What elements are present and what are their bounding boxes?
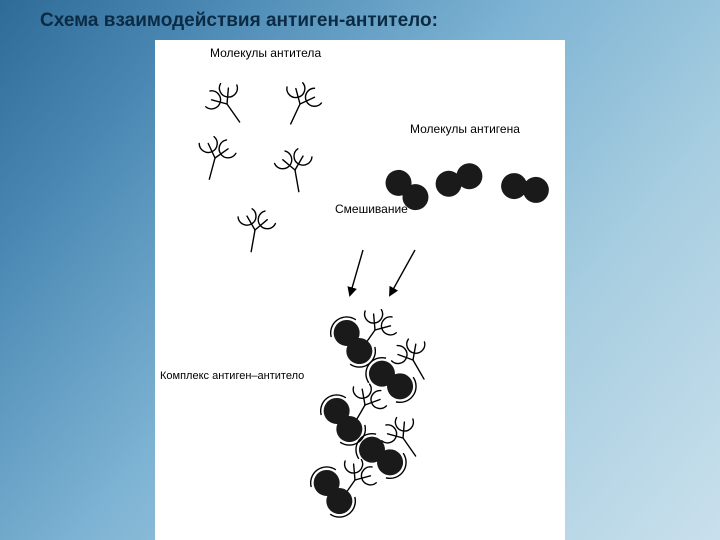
mixing-arrow (390, 250, 415, 295)
antibody-icon (191, 133, 239, 184)
diagram-figure (155, 40, 565, 540)
antibody-icon (274, 77, 326, 131)
antibody-icon (273, 147, 318, 195)
label-antibody-molecules: Молекулы антитела (210, 46, 321, 60)
label-mixing: Смешивание (335, 202, 408, 216)
page-title: Схема взаимодействия антиген-антитело: (40, 10, 438, 32)
label-antigen-molecules: Молекулы антигена (410, 122, 520, 136)
antigen-icon (432, 160, 486, 201)
antibody-icon (200, 76, 255, 133)
label-complex: Комплекс антиген–антитело (160, 370, 304, 382)
slide: Схема взаимодействия антиген-антитело: М… (0, 0, 720, 540)
antibody-icon (232, 207, 277, 255)
antigen-icon (499, 171, 551, 205)
diagram-svg (155, 40, 565, 540)
mixing-arrow (350, 250, 363, 295)
